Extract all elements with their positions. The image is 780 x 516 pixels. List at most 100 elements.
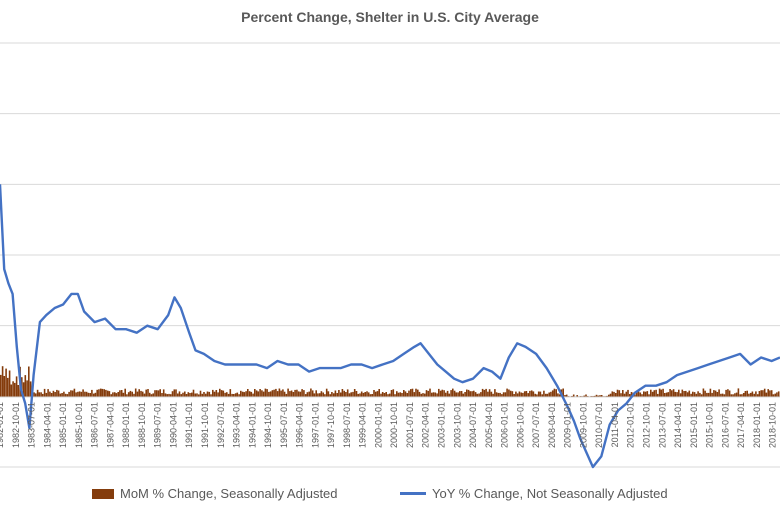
x-tick-label: 2000-10-01 [389,402,399,448]
legend-label-yoy: YoY % Change, Not Seasonally Adjusted [432,486,668,501]
mom-bar [206,391,209,397]
mom-bar [474,392,477,397]
mom-bar [765,392,768,397]
mom-bar [343,390,345,397]
mom-bar [89,393,91,397]
mom-bar [306,392,309,397]
mom-bar [182,392,184,397]
mom-bar [506,388,508,397]
mom-bar [497,392,500,397]
mom-bar [103,389,105,397]
x-tick-label: 1982-01-01 [0,402,5,448]
mom-bar [296,389,298,397]
mom-bar [164,393,167,397]
mom-bar [376,391,379,397]
mom-bar [56,389,58,397]
mom-bar [17,385,20,397]
mom-bar [699,392,701,397]
mom-bar [427,390,430,397]
mom-bar [262,391,265,397]
mom-bar [597,395,599,397]
mom-bar [331,392,333,397]
mom-bar [432,392,435,397]
chart-title: Percent Change, Shelter in U.S. City Ave… [241,9,539,25]
mom-bar [509,390,512,397]
mom-bar [424,393,426,397]
mom-bar [224,392,226,397]
mom-bar [481,388,484,397]
x-tick-label: 2018-10-01 [768,402,778,448]
mom-bar [378,389,380,397]
x-tick-label: 1983-07-01 [27,402,37,448]
mom-bar [464,392,466,397]
mom-bar [192,389,195,397]
mom-bar [366,391,368,397]
mom-bar [387,394,389,397]
mom-bar [513,394,515,397]
x-tick-label: 2002-04-01 [421,402,431,448]
mom-bar [141,391,144,397]
mom-bar [742,393,745,397]
mom-bar [227,393,230,397]
mom-bar [285,393,288,397]
x-tick-label: 2009-01-01 [563,402,573,448]
mom-bar [199,390,202,397]
mom-bar [85,391,88,397]
mom-bar [136,391,139,397]
mom-bar [369,394,372,397]
x-tick-label: 1989-07-01 [153,402,163,448]
mom-bar [54,392,56,397]
mom-bar [676,392,678,397]
mom-bar [70,390,72,397]
mom-bar [87,392,90,397]
mom-bar [450,390,452,397]
mom-bar [522,392,524,397]
mom-bar [572,394,575,397]
mom-bar [57,390,60,397]
mom-bar [36,389,39,397]
mom-bar [734,393,736,397]
mom-bar [776,392,778,397]
mom-bar [434,392,437,397]
mom-bar [711,392,713,397]
x-tick-labels: 1982-01-01 1982-10-01 1983-07-01 1984-04-01… [0,402,778,448]
mom-bar [292,392,295,397]
mom-bar [178,391,181,397]
x-tick-label: 2015-01-01 [689,402,699,448]
mom-bar [59,393,62,397]
mom-bar [367,392,370,397]
mom-bar [641,394,643,397]
mom-bar [194,393,197,397]
mom-bar [748,393,750,397]
mom-bar [219,388,221,397]
mom-bar [643,391,645,397]
mom-bar [269,391,272,397]
mom-bar [126,394,128,397]
mom-bar [718,389,720,397]
x-tick-label: 1997-10-01 [326,402,336,448]
mom-bar [348,393,351,397]
mom-bar [94,392,97,397]
mom-bar [257,391,260,397]
mom-bar [35,393,37,397]
mom-bar [119,390,121,397]
mom-bar [636,391,638,397]
mom-bar [336,393,338,397]
mom-bar [644,391,647,397]
mom-bar [728,390,731,397]
mom-bar [352,391,354,397]
x-tick-label: 1986-07-01 [90,402,100,448]
mom-bar [695,393,698,397]
x-tick-label: 1996-04-01 [295,402,305,448]
mom-bar [620,393,622,397]
mom-bar [401,393,403,397]
mom-bar [441,389,444,397]
x-tick-label: 2014-04-01 [673,402,683,448]
x-tick-label: 2000-01-01 [373,402,383,448]
mom-bar [213,391,216,397]
mom-bar [238,394,240,397]
mom-bar [52,390,55,397]
mom-bar [29,381,32,397]
mom-bar [203,392,205,397]
mom-bar [515,391,517,397]
